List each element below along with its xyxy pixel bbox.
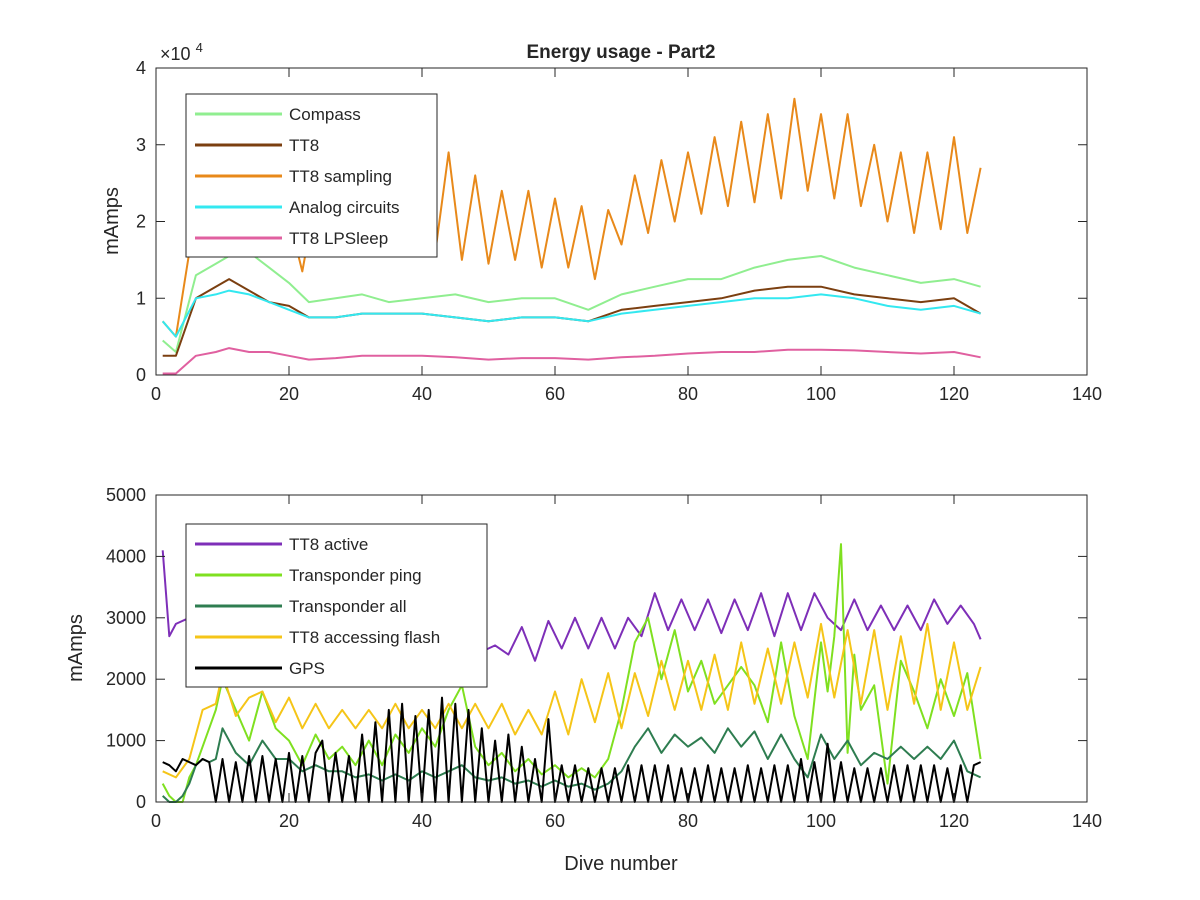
bottom-series-line-4 — [162, 696, 982, 803]
top-y-tick-label: 3 — [136, 135, 146, 155]
top-ticks-group: 0 20 40 60 80 100 120 140 0 1 2 3 4 — [136, 58, 1102, 404]
bottom-y-axis-label: mAmps — [65, 614, 87, 682]
top-legend-label-1: TT8 — [289, 136, 319, 155]
top-x-tick-label: 20 — [279, 384, 299, 404]
top-axes-box — [155, 67, 1088, 376]
bottom-x-axis-label: Dive number — [564, 853, 678, 875]
top-axes: Energy usage - Part2 mAmps ×10 4 0 20 40 60… — [101, 40, 1102, 404]
top-legend-label-0: Compass — [289, 105, 361, 124]
bottom-x-tick-label: 40 — [412, 811, 432, 831]
bottom-series-line-2 — [162, 727, 982, 803]
bottom-axes-box — [155, 494, 1088, 803]
top-x-tick-label: 40 — [412, 384, 432, 404]
bottom-ticks-group: 0 20 40 60 80 100 120 140 0 1000 2000 3000 4000 5000 — [106, 485, 1102, 831]
bottom-y-tick-label: 4000 — [106, 546, 146, 566]
bottom-legend-label-0: TT8 active — [289, 535, 368, 554]
bottom-y-tick-label: 2000 — [106, 669, 146, 689]
top-y-axis-label: mAmps — [101, 187, 123, 255]
bottom-y-tick-label: 5000 — [106, 485, 146, 505]
top-legend: Compass TT8 TT8 sampling Analog circuits TT8… — [185, 93, 438, 258]
bottom-x-tick-label: 120 — [939, 811, 969, 831]
top-legend-label-3: Analog circuits — [289, 198, 400, 217]
bottom-y-tick-label: 1000 — [106, 731, 146, 751]
top-x-tick-label: 0 — [151, 384, 161, 404]
top-series-line-3 — [161, 289, 981, 338]
bottom-x-tick-label: 0 — [151, 811, 161, 831]
bottom-series-line-3 — [162, 622, 982, 779]
top-x-tick-label: 80 — [678, 384, 698, 404]
exponent-base: ×10 — [160, 44, 191, 64]
bottom-y-tick-label: 0 — [136, 792, 146, 812]
top-y-tick-label: 1 — [136, 288, 146, 308]
top-chart-title: Energy usage - Part2 — [526, 42, 715, 63]
top-y-tick-label: 2 — [136, 212, 146, 232]
bottom-legend-label-1: Transponder ping — [289, 566, 422, 585]
bottom-x-tick-label: 100 — [806, 811, 836, 831]
top-x-tick-label: 100 — [806, 384, 836, 404]
top-y-tick-label: 4 — [136, 58, 146, 78]
bottom-x-tick-label: 80 — [678, 811, 698, 831]
top-y-tick-label: 0 — [136, 365, 146, 385]
bottom-x-tick-label: 20 — [279, 811, 299, 831]
bottom-axes: Dive number mAmps 0 20 40 60 80 100 120 140 0 100… — [65, 485, 1102, 875]
bottom-x-tick-label: 60 — [545, 811, 565, 831]
exponent-power: 4 — [196, 40, 203, 55]
top-legend-label-4: TT8 LPSleep — [289, 229, 388, 248]
top-series-line-4 — [162, 347, 981, 375]
bottom-legend: TT8 active Transponder ping Transponder al… — [185, 523, 488, 688]
bottom-y-tick-label: 3000 — [106, 608, 146, 628]
top-x-tick-label: 140 — [1072, 384, 1102, 404]
top-exponent-label: ×10 4 — [160, 40, 203, 64]
bottom-legend-label-4: GPS — [289, 659, 325, 678]
top-legend-label-2: TT8 sampling — [289, 167, 392, 186]
bottom-x-tick-label: 140 — [1072, 811, 1102, 831]
top-x-tick-label: 60 — [545, 384, 565, 404]
top-x-tick-label: 120 — [939, 384, 969, 404]
bottom-legend-label-2: Transponder all — [289, 597, 407, 616]
bottom-legend-label-3: TT8 accessing flash — [289, 628, 440, 647]
